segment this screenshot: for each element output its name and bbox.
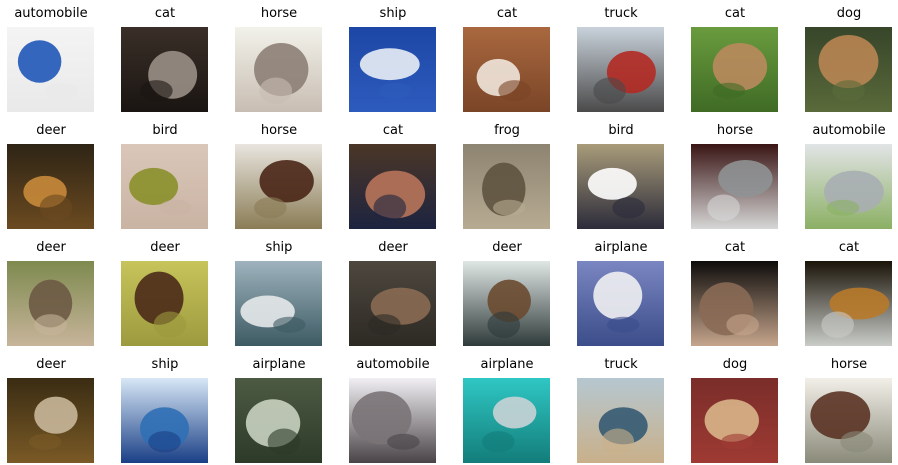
cat-in-grass-photo — [691, 27, 778, 112]
blue-semi-truck-photo — [577, 378, 664, 463]
image-label: ship — [379, 6, 407, 21]
ship-on-water-photo — [235, 261, 322, 346]
image-thumbnail — [805, 27, 892, 112]
image-label: dog — [836, 6, 862, 21]
image-label: deer — [36, 357, 66, 372]
cat-faces-photo — [463, 27, 550, 112]
image-label: cat — [838, 240, 860, 255]
image-thumbnail — [691, 378, 778, 463]
image-thumbnail — [121, 27, 208, 112]
image-thumbnail — [691, 261, 778, 346]
image-label: deer — [36, 240, 66, 255]
image-thumbnail — [235, 27, 322, 112]
cat-closeup-photo — [121, 27, 208, 112]
speedboat-photo — [349, 27, 436, 112]
deer-in-snow-photo — [463, 261, 550, 346]
cat-licking-photo — [691, 261, 778, 346]
image-thumbnail — [577, 378, 664, 463]
image-thumbnail — [235, 378, 322, 463]
frog-photo — [463, 144, 550, 229]
image-thumbnail — [235, 261, 322, 346]
image-label: ship — [265, 240, 293, 255]
image-thumbnail — [121, 378, 208, 463]
image-label: deer — [150, 240, 180, 255]
image-label: cat — [724, 6, 746, 21]
image-thumbnail — [121, 144, 208, 229]
image-thumbnail — [7, 144, 94, 229]
image-thumbnail — [463, 378, 550, 463]
image-thumbnail — [7, 378, 94, 463]
image-thumbnail — [7, 261, 94, 346]
gray-horse-photo — [691, 144, 778, 229]
dog-profile-photo — [805, 27, 892, 112]
cat-sitting-photo — [805, 261, 892, 346]
image-label: deer — [36, 123, 66, 138]
image-label: cat — [724, 240, 746, 255]
cruise-ship-photo — [121, 378, 208, 463]
image-thumbnail — [577, 261, 664, 346]
image-thumbnail — [463, 144, 550, 229]
image-label: deer — [378, 240, 408, 255]
bird-on-ground-photo — [577, 144, 664, 229]
image-thumbnail — [805, 144, 892, 229]
deer-in-brush-photo — [7, 378, 94, 463]
image-label: automobile — [812, 123, 886, 138]
image-thumbnail — [349, 27, 436, 112]
airliner-photo — [577, 261, 664, 346]
image-thumbnail — [577, 27, 664, 112]
image-label: horse — [830, 357, 868, 372]
image-label: deer — [492, 240, 522, 255]
image-thumbnail — [349, 378, 436, 463]
image-label: dog — [722, 357, 748, 372]
image-label: horse — [260, 123, 298, 138]
image-thumbnail — [349, 144, 436, 229]
image-thumbnail — [691, 27, 778, 112]
image-thumbnail — [235, 144, 322, 229]
horse-head-photo — [235, 27, 322, 112]
sports-car-photo — [349, 378, 436, 463]
image-label: airplane — [480, 357, 534, 372]
deer-lying-photo — [7, 261, 94, 346]
fighter-jet-photo — [235, 378, 322, 463]
green-bird-photo — [121, 144, 208, 229]
image-thumbnail — [349, 261, 436, 346]
image-label: bird — [152, 123, 178, 138]
blue-car-photo — [7, 27, 94, 112]
jet-over-sea-photo — [463, 378, 550, 463]
image-thumbnail — [463, 27, 550, 112]
stag-photo — [121, 261, 208, 346]
image-thumbnail — [805, 378, 892, 463]
image-label: horse — [260, 6, 298, 21]
silver-car-photo — [805, 144, 892, 229]
image-label: cat — [154, 6, 176, 21]
image-label: horse — [716, 123, 754, 138]
image-thumbnail — [691, 144, 778, 229]
image-label: airplane — [594, 240, 648, 255]
deer-in-forest-photo — [349, 261, 436, 346]
image-thumbnail — [121, 261, 208, 346]
image-label: frog — [494, 123, 520, 138]
deer-head-photo — [7, 144, 94, 229]
fire-truck-photo — [577, 27, 664, 112]
image-label: truck — [604, 357, 638, 372]
image-label: automobile — [356, 357, 430, 372]
dark-horse-photo — [805, 378, 892, 463]
image-thumbnail — [805, 261, 892, 346]
image-thumbnail — [7, 27, 94, 112]
image-label: ship — [151, 357, 179, 372]
image-label: automobile — [14, 6, 88, 21]
person-with-cat-photo — [349, 144, 436, 229]
image-label: airplane — [252, 357, 306, 372]
brown-horse-photo — [235, 144, 322, 229]
image-thumbnail — [463, 261, 550, 346]
image-label: bird — [608, 123, 634, 138]
image-label: truck — [604, 6, 638, 21]
image-label: cat — [382, 123, 404, 138]
chihuahua-photo — [691, 378, 778, 463]
image-thumbnail — [577, 144, 664, 229]
image-label: cat — [496, 6, 518, 21]
